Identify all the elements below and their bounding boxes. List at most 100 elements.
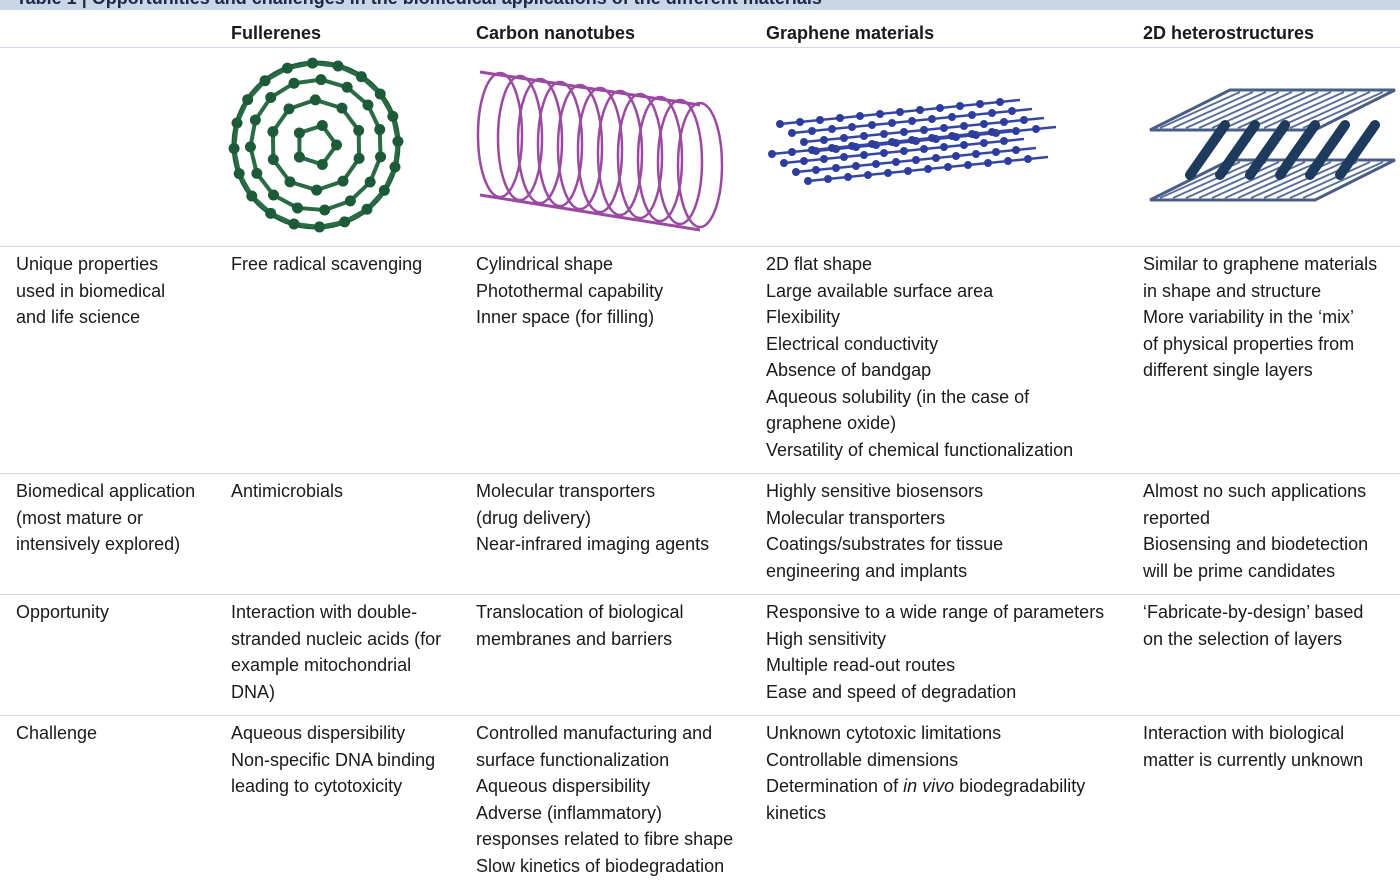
atom [944, 163, 952, 171]
text-line: of physical properties from [1143, 333, 1355, 354]
atom [293, 127, 305, 139]
atom [872, 160, 880, 168]
atom [265, 92, 277, 104]
molecule [1215, 120, 1260, 180]
text-line: Biomedical application [16, 481, 196, 501]
molecule [1275, 120, 1320, 180]
atom [242, 94, 254, 106]
text-line: kinetics [766, 802, 827, 823]
row-label: Challenge [16, 720, 97, 747]
text-line: Aqueous dispersibility [476, 776, 651, 796]
text-line: 2D flat shape [766, 254, 873, 274]
atom [776, 120, 784, 128]
atom [1020, 116, 1028, 124]
atom [233, 168, 245, 180]
lattice [1185, 91, 1267, 129]
atom [341, 81, 353, 93]
atom [284, 176, 296, 188]
tube-ring [656, 98, 704, 226]
atom [916, 106, 924, 114]
rule [0, 715, 1400, 716]
layer [1149, 158, 1396, 202]
lattice [1211, 161, 1293, 199]
table-cell: Almost no such applications reported Biose… [1143, 478, 1368, 584]
molecule [1245, 120, 1290, 180]
text-line: Absence of bandgap [766, 360, 932, 380]
text-line: engineering and implants [766, 560, 968, 581]
text-line: stranded nucleic acids (for [231, 628, 442, 649]
atom [876, 110, 884, 118]
atom [880, 130, 888, 138]
atom [1024, 155, 1032, 163]
table-cell: Molecular transporters (drug delivery) Nea… [476, 478, 709, 558]
table-cell: Antimicrobials [231, 478, 343, 505]
atom [812, 166, 820, 174]
atom [1012, 127, 1020, 135]
text-line: Translocation of biological [476, 602, 684, 622]
tube-ring [496, 74, 544, 202]
atom [249, 114, 261, 126]
atom [374, 88, 386, 100]
text-line: (most mature or [16, 507, 144, 528]
atom [1000, 137, 1008, 145]
atom [292, 202, 304, 214]
text-line: intensively explored) [16, 534, 181, 554]
table-cell: Cylindrical shape Photothermal capability… [476, 251, 663, 331]
atom [856, 112, 864, 120]
text-line: used in biomedical [16, 280, 166, 301]
atom [952, 152, 960, 160]
atom [378, 184, 390, 196]
atom [956, 102, 964, 110]
text-line: Inner space (for filling) [476, 307, 655, 327]
atom [900, 147, 908, 155]
text-line: reported [1143, 507, 1211, 528]
atom [832, 164, 840, 172]
table-cell: Highly sensitive biosensors Molecular tra… [766, 478, 1003, 584]
lattice [1159, 91, 1241, 129]
text-line: leading to cytotoxicity [231, 776, 403, 796]
text-line: surface functionalization [476, 749, 670, 770]
rule [0, 594, 1400, 595]
atom [355, 71, 367, 83]
atom [353, 152, 365, 164]
text-line: Multiple read-out routes [766, 655, 956, 675]
atom [389, 161, 401, 173]
text-line: Unknown cytotoxic limitations [766, 723, 1002, 743]
atom [387, 110, 399, 122]
tube-ring [516, 77, 564, 205]
text-line: Responsive to a wide range of parameters [766, 602, 1105, 622]
atom [988, 109, 996, 117]
tube-ring [556, 83, 604, 211]
atom [283, 103, 295, 115]
lattice [1276, 91, 1358, 129]
atom [268, 189, 280, 201]
atom [828, 144, 836, 152]
tube-edge [479, 70, 701, 107]
atom [892, 158, 900, 166]
text-line: Molecular transporters [766, 507, 946, 528]
text-line: Adverse (inflammatory) [476, 802, 663, 823]
column-header: Carbon nanotubes [476, 23, 636, 43]
text-line: and life science [16, 307, 141, 327]
text-line: Non-specific DNA binding [231, 749, 436, 770]
text-line: Opportunity [16, 602, 110, 622]
title-banner: Table 1 | Opportunities and challenges i… [0, 0, 1400, 10]
atom [361, 203, 373, 215]
atom [936, 104, 944, 112]
atom [868, 121, 876, 129]
atom [840, 153, 848, 161]
atom [800, 138, 808, 146]
text-line: will be prime candidates [1143, 560, 1336, 581]
atom [968, 111, 976, 119]
atom [804, 177, 812, 185]
atom [868, 140, 876, 148]
atom [228, 142, 240, 154]
text-line: Determination of in vivo biodegradabilit… [766, 773, 1085, 800]
text-line: (drug delivery) [476, 507, 592, 528]
atom [800, 157, 808, 165]
text-line: Photothermal capability [476, 280, 664, 301]
lattice [1172, 161, 1254, 199]
text-line: Slow kinetics of biodegradation [476, 855, 725, 876]
atom [309, 94, 321, 106]
